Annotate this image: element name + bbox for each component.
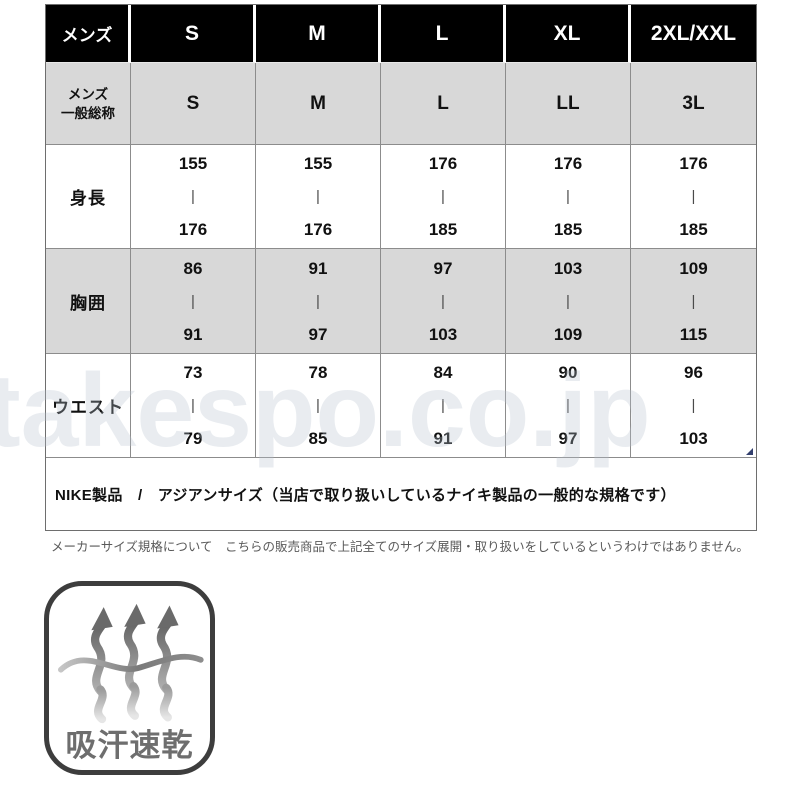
manufacturer-size-note: メーカーサイズ規格について こちらの販売商品で上記全てのサイズ展開・取り扱いをし… [51, 540, 749, 554]
airflow-arrows-icon [57, 603, 204, 724]
range-separator: | [316, 397, 320, 414]
range-separator: | [441, 188, 445, 205]
header-size-2xl: 2XL/XXL [631, 5, 756, 63]
chest-range-2xl: 109 | 115 [631, 249, 756, 354]
chest-range-l: 97 | 103 [381, 249, 506, 354]
row-label-height: 身長 [46, 145, 131, 249]
range-separator: | [691, 292, 696, 310]
chest-range-m: 91 | 97 [256, 249, 381, 354]
range-separator: | [316, 292, 320, 310]
general-size-m: M [256, 63, 381, 145]
height-range-2xl: 176 | 185 [631, 145, 756, 249]
general-size-s: S [131, 63, 256, 145]
general-name-label: メンズ 一般総称 [46, 63, 131, 145]
height-range-xl: 176 | 185 [506, 145, 631, 249]
range-separator: | [566, 397, 570, 414]
waist-range-2xl: 96 | 103 [631, 354, 756, 458]
range-separator: | [566, 188, 570, 205]
height-range-s: 155 | 176 [131, 145, 256, 249]
waist-range-l: 84 | 91 [381, 354, 506, 458]
row-label-chest: 胸囲 [46, 249, 131, 354]
chest-range-s: 86 | 91 [131, 249, 256, 354]
header-size-m: M [256, 5, 381, 63]
header-size-l: L [381, 5, 506, 63]
general-size-l: L [381, 63, 506, 145]
waist-range-s: 73 | 79 [131, 354, 256, 458]
header-mens-label: メンズ [46, 5, 131, 63]
cell-corner-marker [746, 448, 753, 455]
header-size-s: S [131, 5, 256, 63]
header-size-xl: XL [506, 5, 631, 63]
waist-range-xl: 90 | 97 [506, 354, 631, 458]
moisture-wicking-badge: 吸汗速乾 [44, 581, 215, 775]
range-separator: | [441, 292, 445, 310]
height-range-l: 176 | 185 [381, 145, 506, 249]
range-separator: | [691, 188, 696, 205]
range-separator: | [691, 397, 696, 414]
waist-range-m: 78 | 85 [256, 354, 381, 458]
height-range-m: 155 | 176 [256, 145, 381, 249]
range-separator: | [566, 292, 570, 310]
mens-size-table: メンズ S M L XL 2XL/XXL メンズ 一般総称 S M L LL 3… [45, 4, 757, 531]
range-separator: | [191, 292, 195, 310]
general-name-label-line2: 一般総称 [61, 105, 115, 121]
range-separator: | [191, 188, 195, 205]
range-separator: | [441, 397, 445, 414]
general-name-label-line1: メンズ [67, 86, 109, 102]
general-size-3l: 3L [631, 63, 756, 145]
range-separator: | [316, 188, 320, 205]
general-size-ll: LL [506, 63, 631, 145]
row-label-waist: ウエスト [46, 354, 131, 458]
range-separator: | [191, 397, 195, 414]
chest-range-xl: 103 | 109 [506, 249, 631, 354]
table-footer-note: NIKE製品 / アジアンサイズ（当店で取り扱いしているナイキ製品の一般的な規格… [46, 458, 756, 530]
badge-label: 吸汗速乾 [65, 728, 194, 763]
